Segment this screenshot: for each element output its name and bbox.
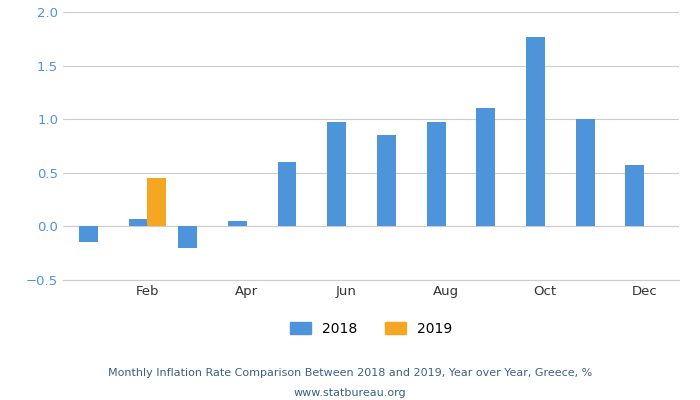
Bar bbox=[476, 108, 495, 226]
Bar bbox=[377, 135, 395, 226]
Bar bbox=[526, 37, 545, 226]
Bar bbox=[625, 165, 644, 226]
Bar bbox=[278, 162, 297, 226]
Bar bbox=[426, 122, 445, 226]
Bar bbox=[228, 221, 247, 226]
Text: www.statbureau.org: www.statbureau.org bbox=[294, 388, 406, 398]
Bar bbox=[79, 226, 98, 242]
Bar bbox=[328, 122, 346, 226]
Bar bbox=[178, 226, 197, 248]
Bar bbox=[148, 178, 167, 226]
Legend: 2018, 2019: 2018, 2019 bbox=[290, 322, 452, 336]
Text: Monthly Inflation Rate Comparison Between 2018 and 2019, Year over Year, Greece,: Monthly Inflation Rate Comparison Betwee… bbox=[108, 368, 592, 378]
Bar bbox=[575, 119, 594, 226]
Bar bbox=[129, 219, 148, 226]
